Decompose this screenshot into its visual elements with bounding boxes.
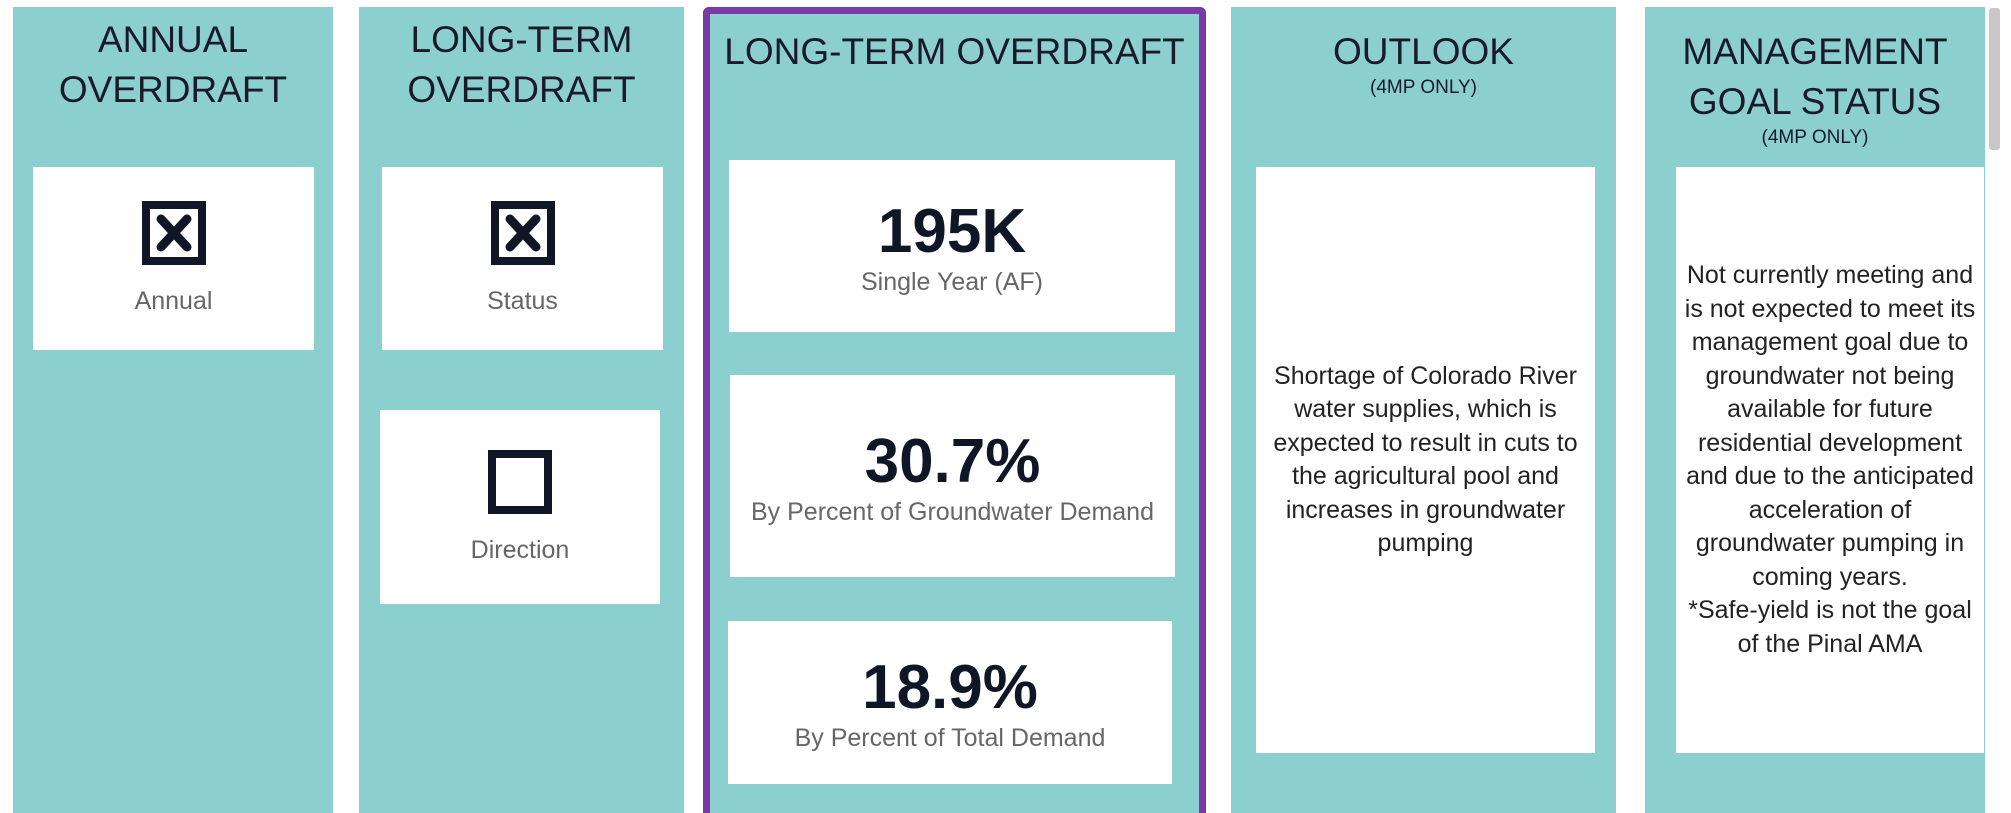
description: *Safe-yield is not the goal of the Pinal…: [1688, 596, 1972, 658]
subtitle: (4MP ONLY): [1370, 77, 1477, 98]
panel: LONG-TERM OVERDRAFT Status Direction: [359, 7, 684, 813]
card: Shortage of Colorado River water supplie…: [1256, 167, 1595, 753]
card-label: Status: [487, 287, 558, 315]
kpi-value: 195K: [877, 196, 1027, 266]
title-line: GOAL STATUS: [1688, 81, 1942, 122]
kpi-value: 30.7%: [864, 426, 1041, 496]
card: Status: [382, 167, 663, 350]
card: 195K Single Year (AF): [729, 160, 1175, 332]
card-label: By Percent of Total Demand: [794, 724, 1106, 752]
title-line: OUTLOOK: [1333, 31, 1514, 72]
title-line: MANAGEMENT: [1682, 31, 1948, 72]
title-line: LONG-TERM: [410, 19, 633, 60]
x-checkbox-icon: [141, 201, 206, 265]
panel: MANAGEMENT GOAL STATUS (4MP ONLY) Not curre…: [1645, 7, 1985, 813]
card-label: Annual: [134, 287, 213, 315]
card: Not currently meeting and is not expecte…: [1676, 167, 1984, 753]
checkbox-icon: [488, 449, 552, 514]
card: 30.7% By Percent of Groundwater Demand: [730, 375, 1175, 577]
panel-title: LONG-TERM OVERDRAFT: [710, 27, 1199, 77]
panel-title: ANNUAL OVERDRAFT: [13, 15, 333, 115]
description: Not currently meeting and is not expecte…: [1684, 261, 1976, 591]
card: 18.9% By Percent of Total Demand: [728, 621, 1172, 784]
kpi-value: 18.9%: [862, 653, 1038, 722]
title-line: LONG-TERM OVERDRAFT: [724, 31, 1185, 72]
scrollbar[interactable]: [1989, 8, 2000, 150]
panel: ANNUAL OVERDRAFT Annual: [13, 7, 333, 813]
panel: OUTLOOK (4MP ONLY) Shortage of Colorado Ri…: [1231, 7, 1616, 813]
card-label: By Percent of Groundwater Demand: [751, 497, 1154, 526]
panel-title: MANAGEMENT GOAL STATUS (4MP ONLY): [1645, 27, 1985, 149]
panel-title: LONG-TERM OVERDRAFT: [359, 15, 684, 115]
card: Direction: [380, 410, 660, 604]
card-label: Direction: [470, 535, 570, 564]
title-line: OVERDRAFT: [407, 69, 636, 110]
title-line: OVERDRAFT: [58, 69, 288, 110]
description: Shortage of Colorado River water supplie…: [1273, 361, 1578, 558]
title-line: ANNUAL: [97, 19, 249, 60]
subtitle: (4MP ONLY): [1761, 127, 1869, 148]
panel: LONG-TERM OVERDRAFT 195K Single Year (AF) 3…: [703, 7, 1206, 813]
card-label: Single Year (AF): [860, 267, 1044, 296]
panel-title: OUTLOOK (4MP ONLY): [1231, 27, 1616, 99]
x-checkbox-icon: [490, 201, 555, 265]
card: Annual: [33, 167, 314, 350]
